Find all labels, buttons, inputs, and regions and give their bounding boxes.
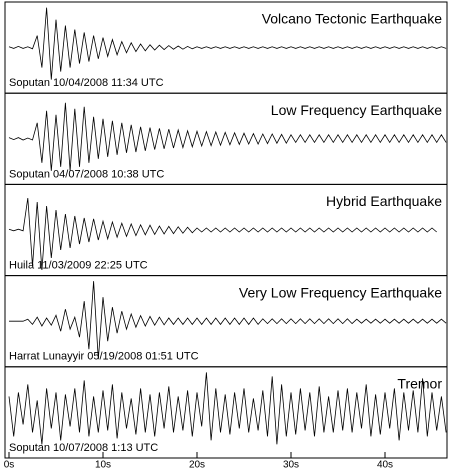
station-label: Huila 11/03/2009 22:25 UTC (9, 260, 148, 272)
waveform (8, 102, 447, 171)
waveform (8, 197, 437, 271)
x-tick-label: 10s (95, 460, 111, 470)
panel-frame (4, 366, 448, 459)
panel-title: Low Frequency Earthquake (271, 102, 442, 118)
panel-title: Tremor (397, 376, 442, 392)
waveform (8, 372, 447, 445)
x-tick-label: 40s (377, 460, 393, 470)
station-label: Harrat Lunayyir 05/19/2008 01:51 UTC (9, 351, 199, 363)
x-tick-label: 0s (4, 460, 15, 470)
panel-title: Volcano Tectonic Earthquake (262, 11, 443, 27)
station-label: Soputan 04/07/2008 10:38 UTC (9, 168, 164, 180)
panel-title: Very Low Frequency Earthquake (239, 284, 442, 300)
waveform (8, 7, 447, 80)
x-tick-label: 20s (189, 460, 205, 470)
station-label: Soputan 10/04/2008 11:34 UTC (9, 77, 164, 89)
station-label: Soputan 10/07/2008 1:13 UTC (9, 442, 158, 454)
panel-title: Hybrid Earthquake (326, 193, 442, 209)
x-tick-label: 30s (283, 460, 299, 470)
waveform (9, 281, 447, 360)
